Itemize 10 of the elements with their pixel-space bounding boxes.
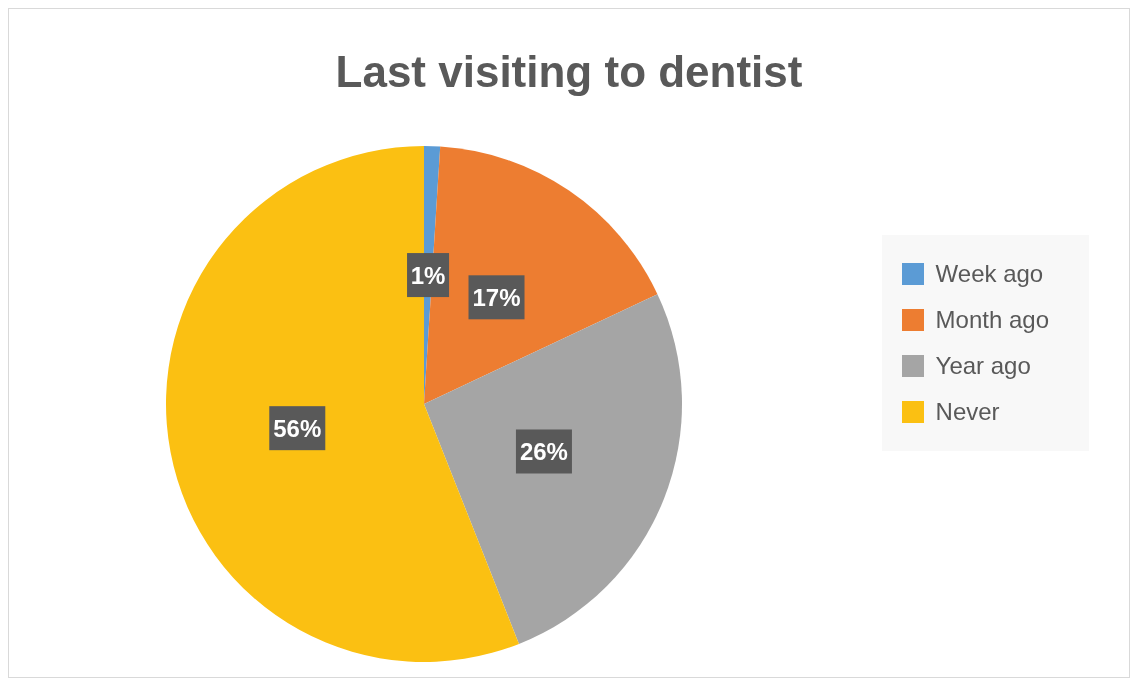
data-label: 17% <box>472 283 521 311</box>
legend-label: Year ago <box>935 352 1031 380</box>
legend-label: Month ago <box>935 306 1049 334</box>
legend-label: Week ago <box>935 260 1044 288</box>
data-label: 1% <box>410 261 446 289</box>
legend-label: Never <box>935 398 1000 426</box>
pie-slice <box>166 146 519 662</box>
chart-title: Last visiting to dentist <box>334 47 804 97</box>
data-label: 26% <box>519 437 568 465</box>
data-label: 56% <box>273 414 322 442</box>
